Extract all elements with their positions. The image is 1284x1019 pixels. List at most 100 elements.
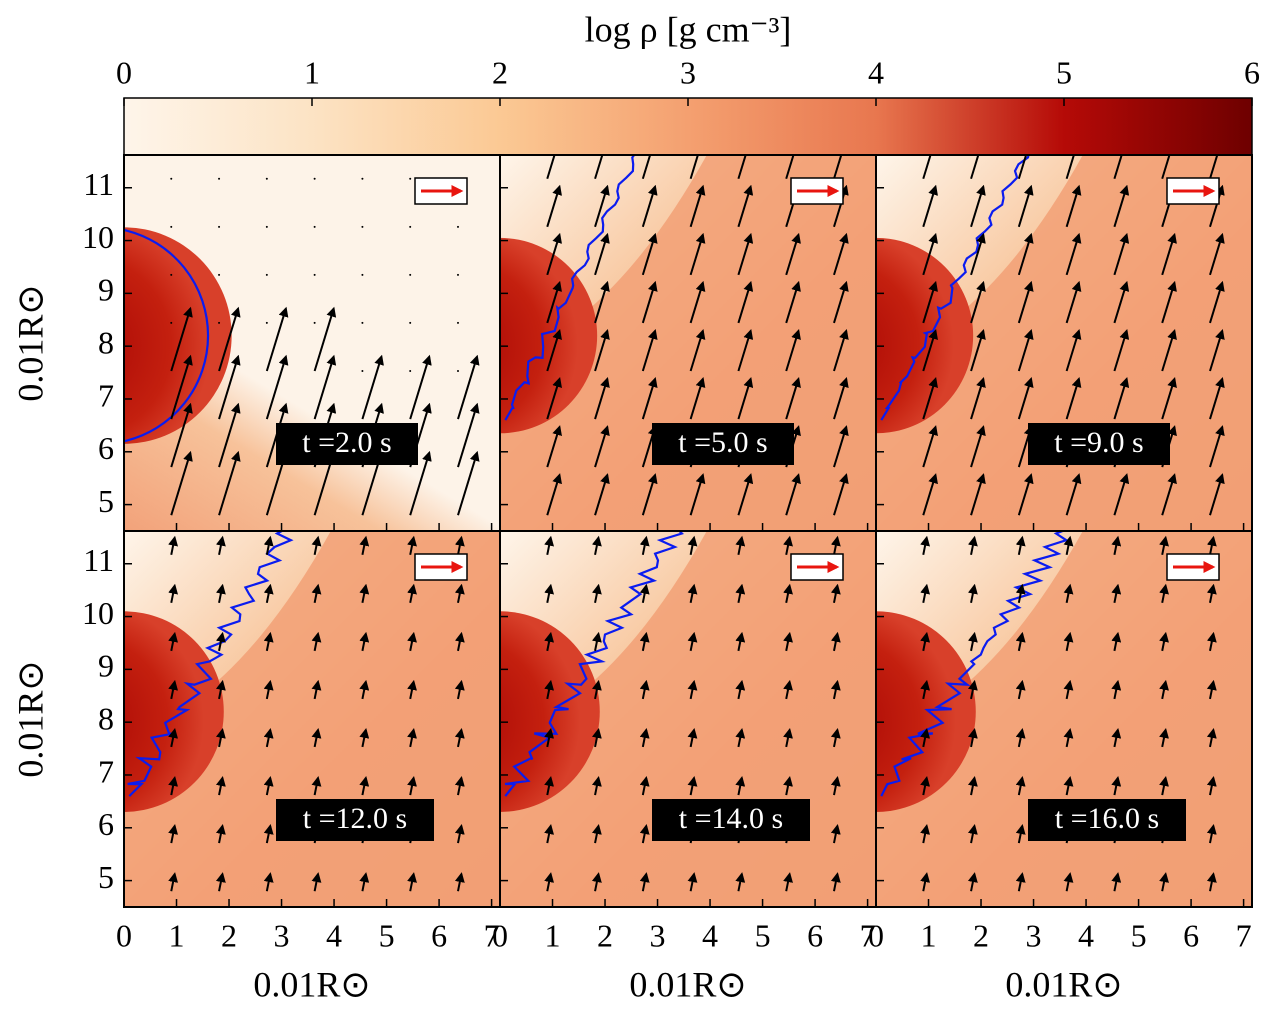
velocity-arrow: [830, 824, 841, 844]
velocity-arrow: [833, 232, 849, 276]
y-axis-label: 0.01R⊙: [10, 660, 50, 777]
velocity-dot: [409, 177, 412, 180]
contour: [880, 531, 1069, 797]
velocity-arrow: [1159, 776, 1169, 796]
colorbar-tick-label: 6: [1244, 54, 1260, 90]
x-tick-label: 7: [1236, 917, 1252, 953]
velocity-arrow: [215, 631, 226, 652]
velocity-arrow: [1209, 425, 1225, 468]
velocity-arrow: [1209, 377, 1225, 420]
velocity-arrow: [407, 727, 417, 748]
velocity-arrow: [970, 280, 986, 324]
velocity-arrow: [639, 872, 650, 892]
velocity-arrow: [833, 377, 849, 420]
velocity-arrow: [168, 872, 179, 892]
colorbar-tick-label: 4: [868, 54, 884, 90]
velocity-arrow: [783, 583, 793, 604]
x-tick-label: 5: [379, 917, 395, 953]
velocity-arrow: [311, 535, 322, 555]
velocity-arrow: [409, 450, 432, 516]
velocity-arrow: [639, 679, 650, 700]
colorbar: [123, 97, 1253, 156]
velocity-arrow: [1015, 583, 1026, 604]
velocity-arrow: [544, 727, 555, 748]
velocity-dot: [409, 273, 412, 276]
velocity-arrow: [1017, 184, 1034, 228]
velocity-dot: [409, 225, 412, 228]
velocity-dot: [265, 273, 268, 276]
velocity-arrow: [689, 328, 706, 372]
velocity-arrow: [1161, 328, 1177, 372]
velocity-dot: [218, 273, 221, 276]
velocity-dot: [170, 321, 173, 324]
velocity-arrow: [970, 184, 986, 228]
star: [124, 611, 224, 812]
x-tick-label: 6: [431, 917, 447, 953]
velocity-arrow: [1065, 155, 1075, 180]
velocity-arrow: [967, 583, 978, 604]
velocity-arrow: [641, 280, 658, 324]
velocity-arrow: [833, 155, 843, 180]
y-tick-label: 10: [82, 219, 114, 255]
x-tick-label: 1: [545, 917, 561, 953]
velocity-arrow: [1015, 631, 1026, 652]
velocity-arrow: [591, 776, 602, 796]
x-tick-label: 3: [1026, 917, 1042, 953]
velocity-arrow: [783, 872, 793, 892]
velocity-arrow: [922, 155, 932, 180]
velocity-arrow: [1206, 872, 1217, 892]
velocity-arrow: [359, 679, 370, 700]
y-tick-label: 6: [98, 430, 114, 466]
velocity-arrow: [830, 583, 841, 604]
velocity-arrow: [1017, 280, 1034, 324]
velocity-arrow: [1063, 727, 1074, 748]
velocity-arrow: [1111, 727, 1122, 748]
velocity-arrow: [1206, 727, 1217, 748]
velocity-dot: [456, 369, 459, 372]
time-label: t =2.0 s: [302, 426, 391, 459]
velocity-arrow: [1206, 679, 1217, 700]
velocity-arrow: [735, 727, 746, 748]
time-label: t =12.0 s: [303, 802, 407, 835]
velocity-arrow: [689, 184, 706, 228]
velocity-arrow: [1161, 155, 1171, 180]
velocity-arrow: [170, 306, 193, 372]
velocity-arrow: [735, 583, 746, 604]
velocity-arrow: [1017, 377, 1034, 420]
velocity-arrow: [830, 776, 841, 796]
velocity-arrow: [920, 535, 931, 555]
velocity-arrow: [1206, 824, 1217, 844]
velocity-dot: [265, 225, 268, 228]
colorbar-label: log ρ [g cm⁻³]: [585, 9, 792, 49]
velocity-arrow: [970, 232, 986, 276]
velocity-arrow: [735, 631, 746, 652]
velocity-arrow: [737, 232, 754, 276]
x-tick-label: 0: [868, 917, 884, 953]
panel: t =16.0 s 0 1 2 3 4 5 6 7 0.01R⊙: [868, 530, 1253, 1004]
x-tick-label: 2: [973, 917, 989, 953]
velocity-arrow: [313, 354, 337, 420]
x-tick-label: 0: [116, 917, 132, 953]
velocity-arrow: [922, 425, 938, 468]
velocity-arrow: [454, 727, 465, 748]
velocity-arrow: [454, 872, 465, 892]
velocity-arrow: [641, 184, 658, 228]
velocity-arrow: [359, 872, 370, 892]
velocity-arrow: [546, 328, 562, 372]
velocity-arrow: [967, 824, 978, 844]
velocity-arrow: [639, 583, 650, 604]
velocity-arrow: [263, 535, 274, 555]
x-tick-label: 2: [597, 917, 613, 953]
x-tick-label: 7: [484, 917, 500, 953]
velocity-arrow: [218, 306, 241, 372]
velocity-arrow: [546, 280, 562, 324]
velocity-arrow: [830, 535, 841, 555]
velocity-arrow: [544, 679, 555, 700]
velocity-arrow: [1161, 280, 1177, 324]
velocity-arrow: [830, 631, 841, 652]
x-axis-label: 0.01R⊙: [1005, 964, 1122, 1004]
velocity-arrow: [454, 631, 465, 652]
velocity-arrow: [215, 535, 226, 555]
velocity-dot: [313, 321, 316, 324]
velocity-arrow: [1161, 232, 1177, 276]
